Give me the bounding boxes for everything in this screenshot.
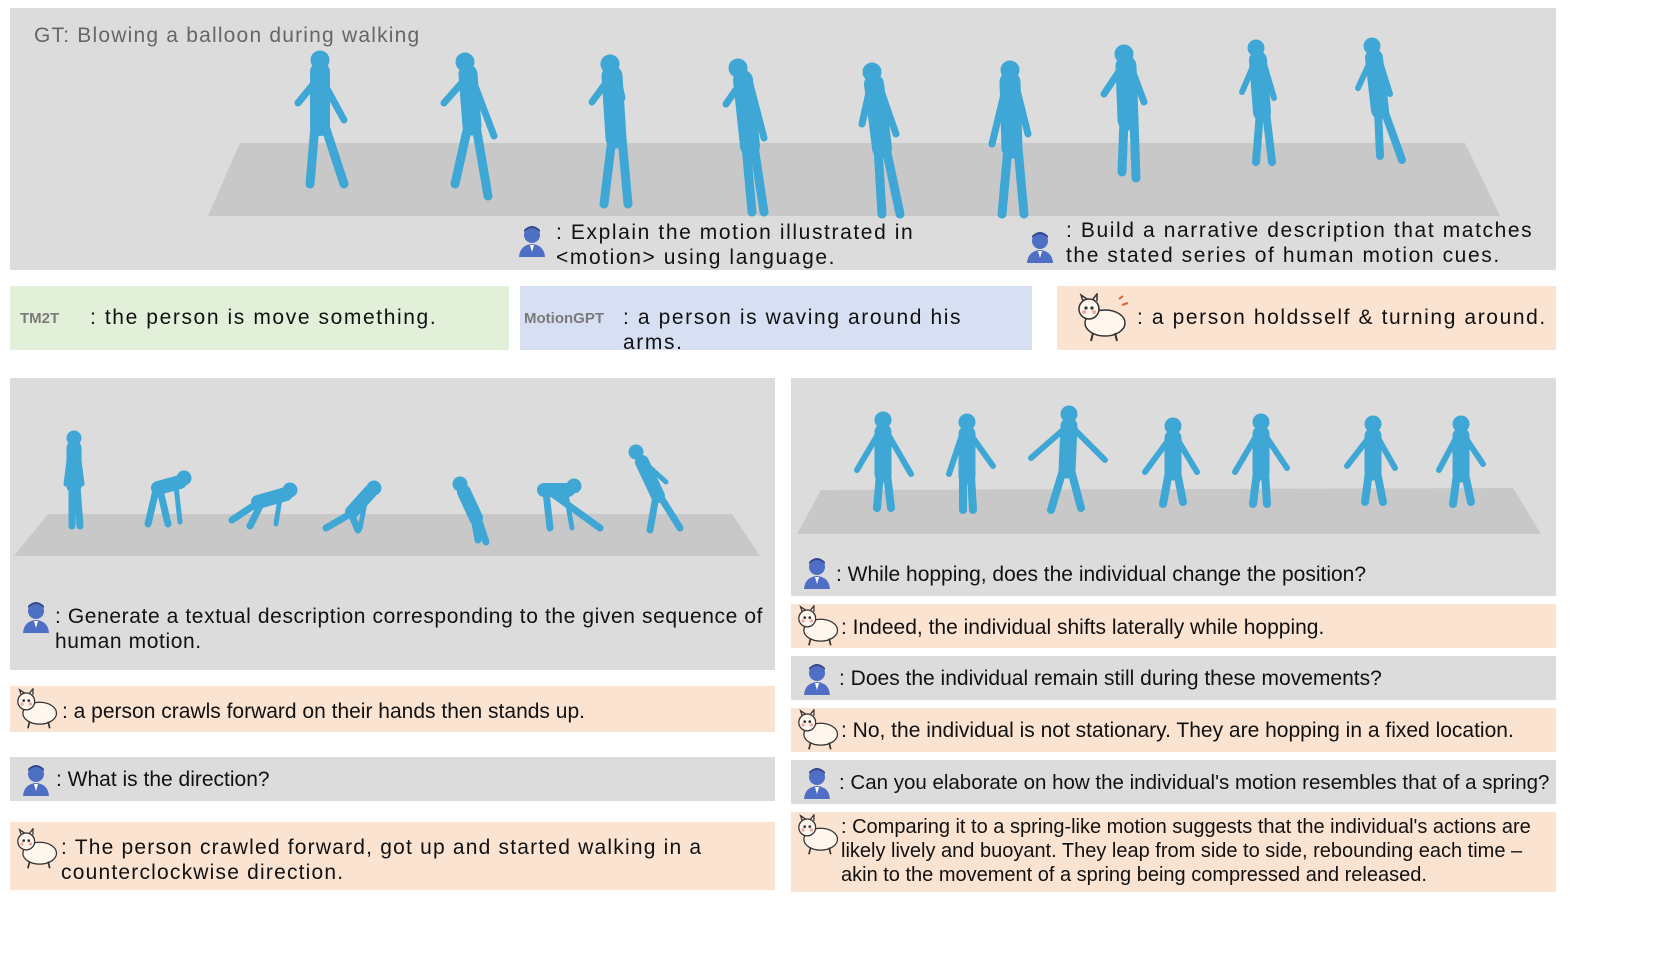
user-icon — [519, 226, 545, 257]
right-question-2: : Does the individual remain still durin… — [839, 667, 1382, 690]
hop-motion-scene — [797, 405, 1541, 534]
user-icon — [1027, 232, 1053, 263]
human-figure — [1142, 417, 1200, 508]
human-figure — [63, 430, 85, 530]
human-figure — [722, 58, 769, 217]
motion-prompt-2: : Build a narrative description that mat… — [1066, 219, 1534, 267]
floor-plane — [797, 488, 1541, 534]
right-answer-2-text: : No, the individual is not stationary. … — [841, 719, 1514, 742]
user-icon — [804, 768, 830, 799]
gt-caption: GT: Blowing a balloon during walking — [34, 24, 421, 47]
crawl-motion-scene — [14, 430, 760, 556]
llama-mascot-icon — [798, 814, 839, 855]
right-question-3-box: : Can you elaborate on how the individua… — [791, 760, 1556, 804]
right-question-1: : While hopping, does the individual cha… — [836, 563, 1367, 586]
crawl-motion-panel: : Generate a textual description corresp… — [10, 378, 775, 670]
right-answer-3: : Comparing it to a spring-like motion s… — [791, 812, 1556, 892]
human-figure — [1232, 413, 1290, 508]
llama-mascot-icon — [1078, 293, 1129, 342]
motiongpt-text: : a person is waving around his arms. — [623, 306, 963, 354]
user-icon — [23, 765, 49, 796]
left-answer-1: : a person crawls forward on their hands… — [10, 686, 775, 732]
human-figure — [1355, 37, 1406, 164]
right-answer-3-text: : Comparing it to a spring-like motion s… — [841, 816, 1531, 886]
floor-plane — [208, 143, 1500, 216]
left-answer-1-text: : a person crawls forward on their hands… — [62, 700, 585, 723]
gt-motion-scene — [208, 37, 1500, 219]
right-answer-1-text: : Indeed, the individual shifts laterall… — [841, 616, 1325, 639]
motion-prompt-1: : Explain the motion illustrated in <mot… — [556, 221, 915, 269]
human-figure — [452, 476, 490, 546]
left-question-2: : What is the direction? — [56, 768, 270, 791]
ours-text: : a person holdsself & turning around. — [1137, 306, 1547, 329]
hop-motion-panel: : While hopping, does the individual cha… — [791, 378, 1556, 596]
user-icon — [23, 602, 49, 633]
motiongpt-label: MotionGPT — [524, 310, 604, 327]
left-question-2-box: : What is the direction? — [10, 757, 775, 801]
left-question-1: : Generate a textual description corresp… — [55, 605, 764, 653]
ours-result: : a person holdsself & turning around. — [1057, 286, 1556, 350]
tm2t-text: : the person is move something. — [90, 306, 438, 329]
human-figure — [294, 50, 349, 189]
gt-motion-panel: GT: Blowing a balloon during walking — [10, 8, 1556, 270]
tm2t-result: TM2T : the person is move something. — [10, 286, 509, 350]
llama-mascot-icon — [798, 709, 839, 750]
human-figure — [537, 478, 604, 532]
human-figure — [1239, 39, 1277, 166]
llama-mascot-icon — [17, 828, 58, 869]
human-figure — [322, 480, 382, 534]
right-answer-2: : No, the individual is not stationary. … — [791, 708, 1556, 752]
human-figure — [144, 470, 192, 528]
left-answer-2: : The person crawled forward, got up and… — [10, 822, 775, 890]
user-icon — [804, 558, 830, 589]
human-figure — [1100, 44, 1148, 183]
user-icon — [804, 664, 830, 695]
llama-mascot-icon — [17, 688, 58, 729]
floor-plane — [14, 514, 760, 556]
human-figure — [228, 482, 298, 530]
left-answer-2-text: : The person crawled forward, got up and… — [61, 836, 703, 884]
human-figure — [1028, 405, 1108, 514]
right-question-3: : Can you elaborate on how the individua… — [839, 771, 1550, 794]
human-figure — [858, 62, 905, 219]
llama-mascot-icon — [798, 605, 839, 646]
human-figure — [440, 52, 498, 201]
human-figure — [854, 411, 914, 512]
motiongpt-result: MotionGPT : a person is waving around hi… — [520, 286, 1032, 354]
human-figure — [946, 413, 996, 514]
right-question-2-box: : Does the individual remain still durin… — [791, 656, 1556, 700]
human-figure — [1344, 415, 1398, 506]
tm2t-label: TM2T — [20, 310, 60, 327]
human-figure — [628, 444, 684, 534]
human-figure — [988, 60, 1032, 219]
human-figure — [1436, 415, 1486, 508]
right-answer-1: : Indeed, the individual shifts laterall… — [791, 604, 1556, 648]
human-figure — [588, 54, 633, 209]
